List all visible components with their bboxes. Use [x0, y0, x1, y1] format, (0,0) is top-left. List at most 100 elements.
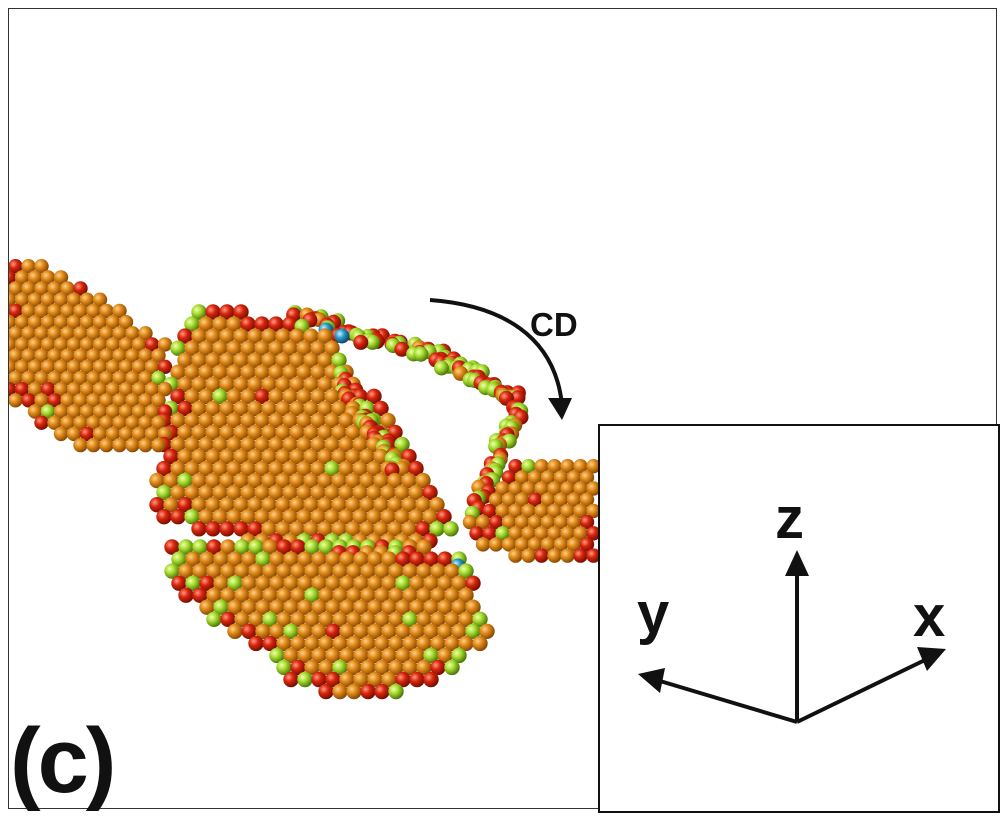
atom-sphere	[303, 328, 319, 344]
atom-sphere	[248, 635, 264, 652]
atom-sphere	[212, 484, 228, 501]
atom-sphere	[255, 623, 271, 639]
atom-sphere	[395, 599, 411, 615]
axis-x-label: x	[913, 584, 946, 649]
atom-sphere	[394, 509, 410, 525]
atom-sphere	[261, 400, 277, 417]
atom-sphere	[21, 393, 36, 408]
atom-sphere	[366, 460, 382, 477]
atom-sphere	[394, 436, 410, 453]
atom-sphere	[573, 526, 588, 541]
atom-sphere	[283, 599, 299, 615]
atom-sphere	[374, 563, 390, 579]
atom-sphere	[402, 611, 418, 627]
atom-sphere	[458, 563, 474, 579]
atom-sphere	[346, 611, 362, 627]
atom-sphere	[212, 436, 228, 453]
atom-sphere	[191, 352, 207, 368]
atom-sphere	[212, 412, 228, 429]
atom-sphere	[234, 611, 250, 627]
atom-sphere	[381, 647, 397, 664]
atom-sphere	[310, 484, 326, 501]
atom-sphere	[261, 424, 277, 441]
atom-sphere	[297, 551, 313, 567]
atom-sphere	[444, 563, 460, 579]
atom-sphere	[191, 521, 207, 537]
atom-sphere	[247, 352, 263, 368]
atom-sphere	[451, 599, 467, 615]
atom-sphere	[317, 328, 333, 344]
atom-sphere	[310, 340, 326, 356]
atom-sphere	[79, 314, 95, 330]
atom-sphere	[573, 481, 588, 496]
atom-sphere	[462, 514, 478, 530]
atom-sphere	[177, 448, 193, 465]
atom-sphere	[521, 459, 536, 474]
atom-sphere	[234, 587, 250, 603]
atom-sphere	[367, 551, 383, 567]
atom-sphere	[345, 424, 361, 441]
atom-sphere	[240, 364, 256, 380]
atom-sphere	[112, 393, 127, 408]
atom-sphere	[233, 376, 249, 392]
atom-sphere	[324, 436, 340, 453]
atom-sphere	[388, 611, 404, 627]
atom-sphere	[409, 647, 425, 664]
atom-sphere	[66, 314, 82, 330]
atom-sphere	[268, 316, 284, 332]
atom-sphere	[198, 436, 214, 453]
atom-sphere	[248, 611, 264, 627]
atom-sphere	[374, 635, 390, 652]
atom-sphere	[395, 623, 411, 639]
atom-sphere	[21, 281, 36, 296]
atom-sphere	[220, 611, 236, 627]
atom-sphere	[226, 436, 242, 453]
atom-sphere	[144, 382, 160, 397]
atom-sphere	[9, 281, 23, 296]
atom-sphere	[367, 671, 383, 688]
atom-sphere	[296, 412, 312, 429]
atom-sphere	[296, 388, 312, 404]
atom-sphere	[373, 521, 389, 537]
atom-sphere	[226, 412, 242, 429]
atom-sphere	[366, 484, 382, 501]
atom-sphere	[297, 599, 313, 615]
atom-sphere	[586, 526, 601, 541]
atom-sphere	[151, 437, 166, 453]
atom-sphere	[331, 424, 347, 441]
atom-sphere	[21, 259, 36, 274]
atom-sphere	[331, 472, 347, 489]
atom-sphere	[53, 337, 69, 352]
atom-sphere	[131, 359, 147, 374]
atom-sphere	[118, 359, 134, 374]
atom-sphere	[255, 551, 271, 567]
atom-sphere	[261, 521, 277, 537]
atom-sphere	[275, 521, 291, 537]
atom-sphere	[262, 587, 278, 603]
atom-sphere	[21, 303, 36, 319]
atom-sphere	[353, 623, 369, 639]
atom-sphere	[430, 563, 446, 579]
atom-sphere	[318, 683, 334, 700]
atom-sphere	[282, 484, 298, 501]
atom-sphere	[430, 587, 446, 603]
atom-sphere	[241, 551, 257, 567]
atom-sphere	[408, 460, 424, 477]
atom-sphere	[338, 460, 354, 477]
atom-sphere	[206, 539, 222, 555]
atom-sphere	[226, 388, 242, 404]
atom-sphere	[262, 635, 278, 652]
atom-sphere	[254, 484, 270, 501]
atom-sphere	[219, 304, 235, 320]
atom-sphere	[423, 599, 439, 615]
atom-sphere	[112, 415, 127, 430]
atom-sphere	[324, 460, 340, 477]
atom-sphere	[508, 503, 523, 519]
atom-sphere	[206, 587, 222, 603]
atom-sphere	[178, 539, 194, 555]
atom-sphere	[275, 424, 291, 441]
atom-sphere	[240, 436, 256, 453]
atom-sphere	[34, 393, 49, 408]
atom-sphere	[339, 623, 355, 639]
atom-sphere	[240, 316, 256, 332]
